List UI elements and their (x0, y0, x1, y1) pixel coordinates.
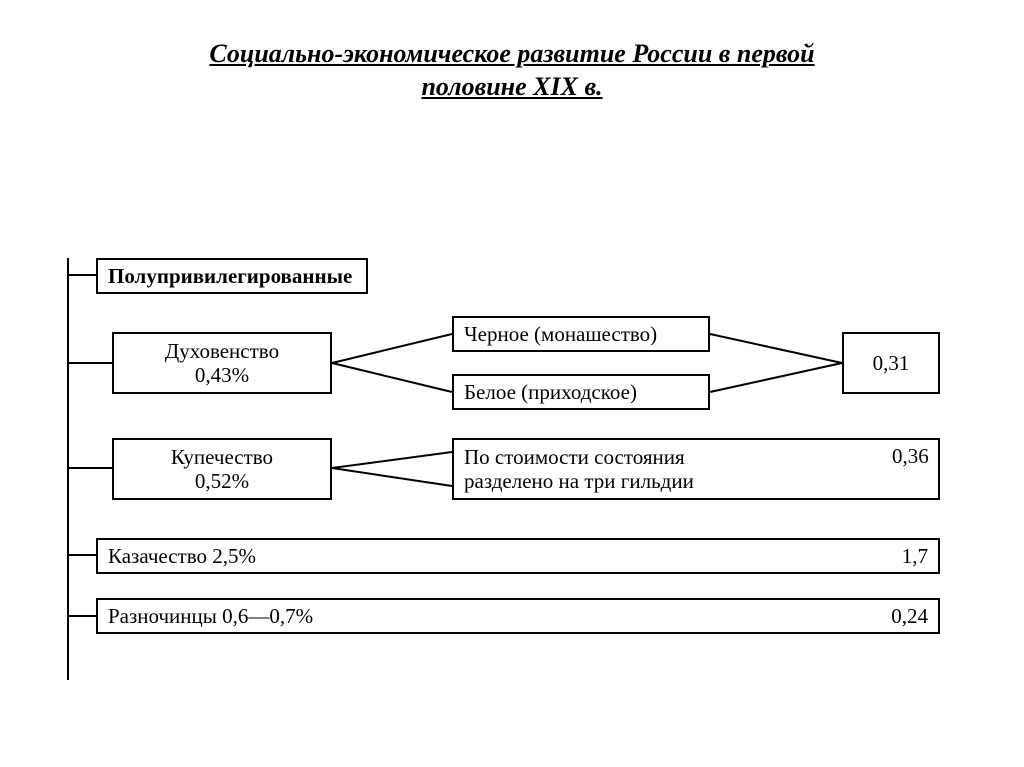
header-box-label: Полупривилегированные (108, 264, 352, 288)
merchants-desc-l2: разделено на три гильдии (464, 469, 694, 493)
merchants-pct: 0,52% (195, 469, 249, 493)
cossacks-label: Казачество 2,5% (108, 544, 256, 568)
raznochintsy-label: Разночинцы 0,6—0,7% (108, 604, 313, 628)
merchants-label: Купечество (171, 445, 273, 469)
merchants-value: 0,36 (892, 444, 929, 469)
title-line-2: половине XIX в. (421, 72, 602, 101)
cossacks-box: Казачество 2,5% 1,7 (96, 538, 940, 574)
page-title: Социально-экономическое развитие России … (0, 0, 1024, 103)
clergy-value: 0,31 (873, 351, 910, 375)
merchants-box: Купечество 0,52% (112, 438, 332, 500)
raznochintsy-value: 0,24 (891, 604, 928, 628)
merchants-desc-box: По стоимости состояния разделено на три … (452, 438, 940, 500)
header-box: Полупривилегированные (96, 258, 368, 294)
clergy-white-label: Белое (приходское) (464, 380, 637, 404)
title-line-1: Социально-экономическое развитие России … (209, 39, 814, 68)
cossacks-value: 1,7 (902, 544, 928, 568)
clergy-black-label: Черное (монашество) (464, 322, 657, 346)
clergy-box: Духовенство 0,43% (112, 332, 332, 394)
merchants-desc-l1: По стоимости состояния (464, 445, 685, 469)
raznochintsy-box: Разночинцы 0,6—0,7% 0,24 (96, 598, 940, 634)
clergy-pct: 0,43% (195, 363, 249, 387)
clergy-value-box: 0,31 (842, 332, 940, 394)
clergy-label: Духовенство (165, 339, 279, 363)
clergy-black-box: Черное (монашество) (452, 316, 710, 352)
clergy-white-box: Белое (приходское) (452, 374, 710, 410)
diagram-canvas: Социально-экономическое развитие России … (0, 0, 1024, 767)
